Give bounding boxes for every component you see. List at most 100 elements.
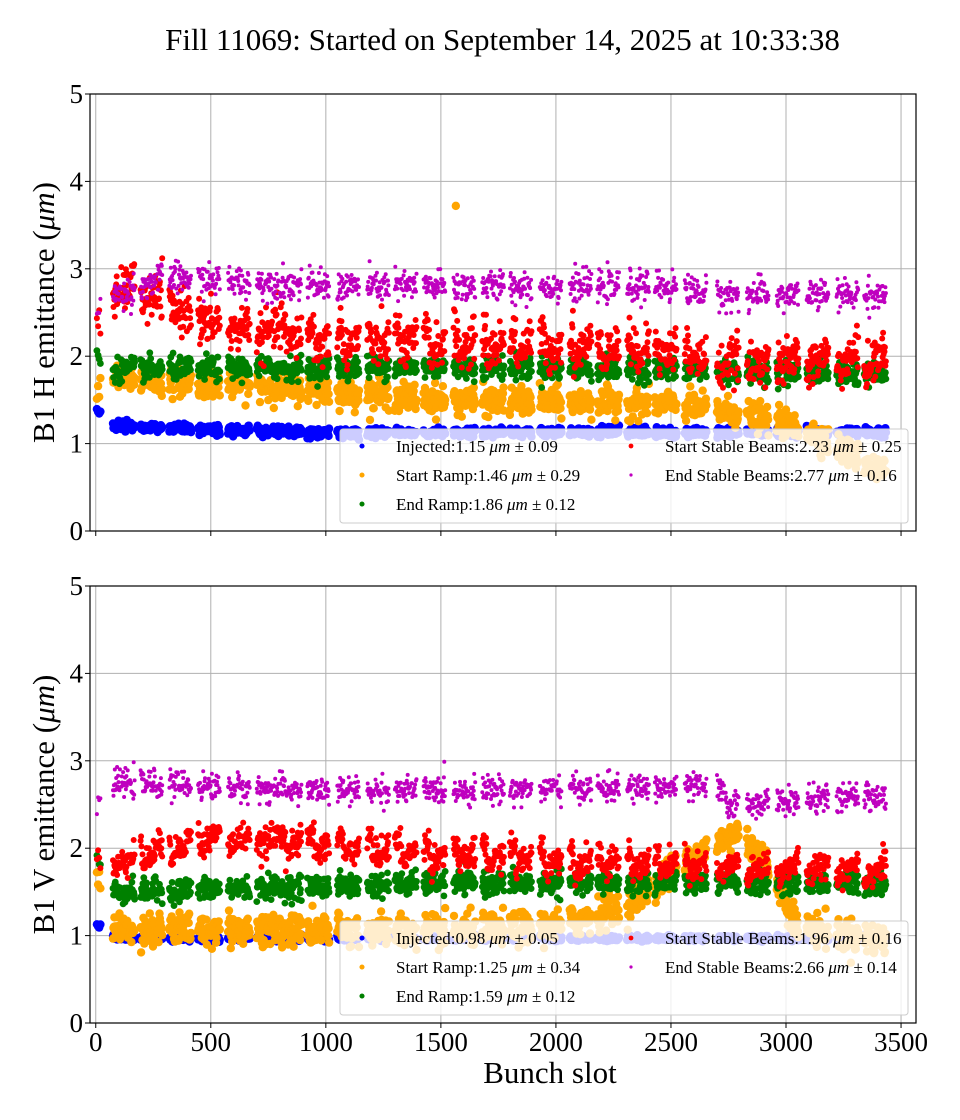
data-point [122, 281, 127, 286]
data-point [244, 305, 251, 312]
data-point [93, 315, 100, 322]
data-point [274, 334, 281, 341]
data-point [325, 364, 332, 371]
data-point [528, 328, 535, 335]
data-point [774, 400, 784, 410]
data-point [121, 309, 126, 313]
data-point [854, 355, 861, 362]
data-point [186, 428, 196, 437]
data-point [472, 332, 479, 339]
data-point [412, 359, 420, 367]
data-point [199, 289, 204, 294]
data-point [172, 283, 176, 287]
data-point [471, 399, 480, 409]
data-point [698, 386, 707, 395]
data-point [512, 329, 518, 335]
data-point [346, 352, 353, 359]
data-point [850, 339, 857, 346]
data-point [825, 344, 832, 351]
data-point [384, 373, 391, 381]
data-point [365, 374, 373, 382]
data-point [255, 372, 263, 380]
data-point [546, 371, 553, 378]
data-point [158, 385, 167, 394]
data-point [673, 345, 680, 352]
data-point [864, 380, 870, 387]
data-point [384, 393, 393, 402]
data-point [882, 375, 890, 383]
data-point [210, 278, 215, 283]
data-point [615, 370, 623, 377]
data-point [670, 366, 677, 373]
data-point [146, 349, 154, 357]
data-point [187, 315, 194, 322]
data-point [148, 311, 155, 318]
data-point [324, 431, 333, 441]
data-point [783, 333, 790, 339]
data-point [809, 381, 816, 387]
data-point [151, 290, 155, 295]
data-point [628, 376, 636, 383]
data-point [750, 376, 757, 383]
data-point [613, 406, 623, 416]
data-point [512, 376, 520, 384]
data-point [203, 350, 210, 358]
data-point [255, 397, 265, 407]
data-point [422, 310, 429, 317]
data-point [129, 302, 134, 307]
data-point [557, 414, 566, 423]
data-point [484, 412, 493, 422]
data-point [402, 364, 409, 370]
data-point [253, 349, 260, 356]
data-point [542, 360, 549, 367]
data-point [230, 287, 235, 292]
data-point [396, 312, 403, 319]
data-point [113, 273, 120, 280]
data-point [323, 373, 331, 381]
data-point [607, 332, 614, 339]
data-point [510, 345, 517, 352]
data-point [245, 426, 254, 435]
data-point [157, 303, 164, 310]
data-point [197, 269, 202, 274]
data-point [385, 346, 391, 353]
data-point [853, 322, 860, 329]
data-point [350, 408, 359, 417]
data-point [762, 402, 772, 412]
data-point [365, 415, 375, 425]
data-point [187, 281, 192, 286]
data-point [227, 345, 234, 352]
data-point [439, 336, 446, 343]
data-point [201, 299, 206, 304]
data-point [378, 303, 385, 310]
data-point [369, 404, 378, 413]
data-point [854, 379, 862, 387]
data-point [404, 354, 411, 361]
data-point [188, 277, 193, 282]
data-point [96, 373, 105, 383]
data-point [126, 291, 131, 296]
data-point [569, 307, 576, 314]
data-point [615, 337, 622, 344]
data-point [216, 322, 223, 329]
data-point [227, 286, 231, 291]
data-point [131, 271, 136, 276]
data-point [431, 415, 441, 424]
data-point [454, 317, 461, 324]
data-point [127, 280, 132, 284]
data-point [765, 346, 772, 353]
data-point [588, 377, 595, 385]
data-point [588, 338, 595, 345]
data-point [644, 357, 652, 365]
data-point [879, 335, 886, 342]
data-point [385, 329, 392, 336]
data-point [324, 323, 331, 330]
data-point [701, 351, 708, 358]
data-point [356, 324, 362, 331]
data-point [456, 336, 463, 343]
data-point [231, 315, 238, 322]
data-point [500, 371, 507, 378]
data-point [189, 273, 193, 278]
data-point [298, 314, 305, 321]
data-point [97, 311, 102, 315]
